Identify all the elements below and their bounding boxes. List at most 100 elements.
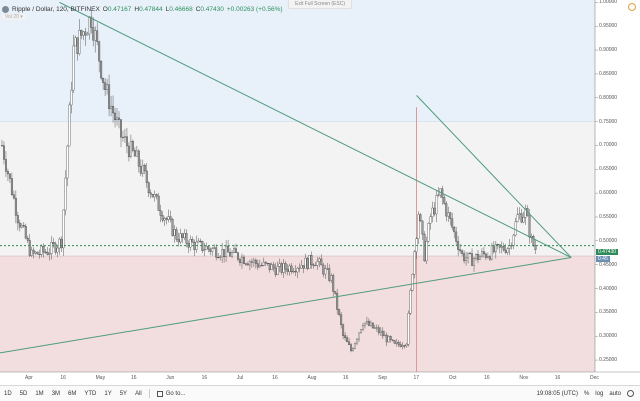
volume-indicator-toggle[interactable]: Vol 20 ▾ — [2, 14, 26, 20]
price-tick-label: 0.40000 — [599, 285, 618, 292]
candle-body-9 — [18, 222, 21, 228]
candle-body-233 — [463, 253, 466, 261]
candle-body-245 — [486, 256, 489, 258]
candle-body-173 — [344, 335, 347, 338]
timeframe-ytd[interactable]: YTD — [84, 390, 97, 397]
candle-body-93 — [185, 233, 188, 244]
settings-gear-icon[interactable] — [628, 3, 636, 11]
candle-body-175 — [348, 341, 351, 345]
candle-body-253 — [502, 246, 505, 251]
candle-body-258 — [512, 234, 515, 246]
candle-body-168 — [334, 291, 337, 294]
candle-body-114 — [227, 245, 230, 253]
candle-body-153 — [304, 257, 307, 269]
exit-fullscreen-button[interactable]: Exit Full Screen (ESC) — [287, 0, 353, 9]
timeframe-5y[interactable]: 5Y — [119, 390, 128, 397]
candle-body-260 — [516, 214, 519, 222]
timeframe-3m[interactable]: 3M — [51, 390, 61, 397]
candle-body-261 — [518, 213, 521, 215]
candle-body-158 — [314, 265, 317, 267]
candle-body-241 — [478, 255, 481, 260]
candle-body-0 — [1, 145, 3, 147]
candle-body-184 — [365, 320, 368, 324]
timeframe-6m[interactable]: 6M — [68, 390, 77, 397]
time-tick-label: 17 — [413, 375, 419, 381]
candle-body-206 — [409, 290, 412, 314]
price-tick-label: 0.25000 — [599, 357, 618, 364]
candle-body-218 — [433, 207, 436, 215]
bottom-toolbar: 1D 5D 1M 3M 6M YTD 1Y 5Y All Go to... 19… — [0, 385, 640, 401]
auto-scale-toggle[interactable]: auto — [609, 390, 621, 397]
timeframe-1m[interactable]: 1M — [35, 390, 44, 397]
timeframe-1y[interactable]: 1Y — [104, 390, 112, 397]
candle-body-202 — [401, 345, 404, 347]
price-tick-label: 0.30000 — [599, 333, 618, 340]
second-price-tag: 0.45 — [596, 256, 610, 263]
candle-body-176 — [350, 344, 353, 351]
candle-body-40 — [80, 30, 83, 36]
candle-body-217 — [431, 207, 434, 218]
candle-body-110 — [219, 256, 222, 258]
candle-body-214 — [425, 241, 428, 262]
candle-body-27 — [54, 243, 57, 253]
candle-body-179 — [356, 338, 358, 344]
candle-body-47 — [94, 30, 97, 41]
candle-body-118 — [235, 248, 237, 253]
time-tick-label: Oct — [448, 375, 457, 381]
candle-body-119 — [237, 252, 239, 260]
price-tick-label: 0.45000 — [599, 261, 618, 268]
timeframe-1d[interactable]: 1D — [4, 390, 12, 397]
candle-body-131 — [260, 265, 263, 266]
candle-body-162 — [322, 264, 325, 275]
candle-body-73 — [145, 170, 148, 183]
candle-body-116 — [231, 252, 234, 257]
candle-body-160 — [318, 258, 321, 262]
timeframe-5d[interactable]: 5D — [19, 390, 28, 397]
candle-body-196 — [389, 336, 392, 341]
candle-body-43 — [86, 33, 89, 36]
last-price-tag: 0.47430 — [596, 249, 619, 256]
log-scale-toggle[interactable]: log — [595, 390, 604, 397]
trendline-2 — [416, 95, 572, 258]
candle-body-244 — [484, 253, 487, 258]
candle-body-139 — [276, 266, 279, 275]
candle-body-232 — [461, 250, 464, 254]
candle-body-204 — [405, 343, 408, 347]
chart-settings-icon[interactable] — [627, 390, 634, 397]
candle-body-14 — [28, 240, 31, 256]
timeframe-all[interactable]: All — [135, 390, 142, 397]
candle-body-29 — [58, 238, 61, 249]
candle-body-250 — [496, 244, 499, 246]
time-tick-label: Jun — [166, 375, 175, 381]
calendar-icon — [156, 390, 163, 397]
candle-body-12 — [24, 226, 27, 239]
candle-body-62 — [123, 136, 126, 138]
candle-body-81 — [161, 215, 164, 221]
candle-body-32 — [64, 177, 67, 211]
candle-body-136 — [270, 264, 273, 271]
candle-body-154 — [306, 257, 309, 269]
candle-body-171 — [340, 314, 343, 326]
candle-body-155 — [308, 255, 311, 269]
candle-body-71 — [141, 164, 144, 174]
candle-body-8 — [16, 215, 19, 224]
time-tick-label: 16 — [554, 375, 561, 381]
candle-body-64 — [127, 145, 130, 157]
candle-body-85 — [169, 216, 172, 220]
candle-body-16 — [32, 249, 35, 254]
percent-scale-toggle[interactable]: % — [583, 390, 590, 397]
candle-body-181 — [359, 329, 362, 334]
price-tick-label: 0.35000 — [599, 309, 618, 316]
candle-body-229 — [455, 231, 458, 242]
candle-body-65 — [129, 140, 132, 157]
candle-body-208 — [413, 251, 416, 275]
goto-button[interactable]: Go to... — [153, 390, 190, 397]
candle-body-199 — [395, 342, 398, 344]
candle-body-121 — [240, 256, 243, 263]
candle-body-170 — [338, 309, 341, 315]
candle-body-22 — [44, 251, 47, 253]
symbol-title[interactable]: Ripple / Dollar, 120, BITFINEX — [12, 5, 100, 13]
candle-body-266 — [528, 215, 531, 238]
candle-body-200 — [397, 342, 400, 345]
